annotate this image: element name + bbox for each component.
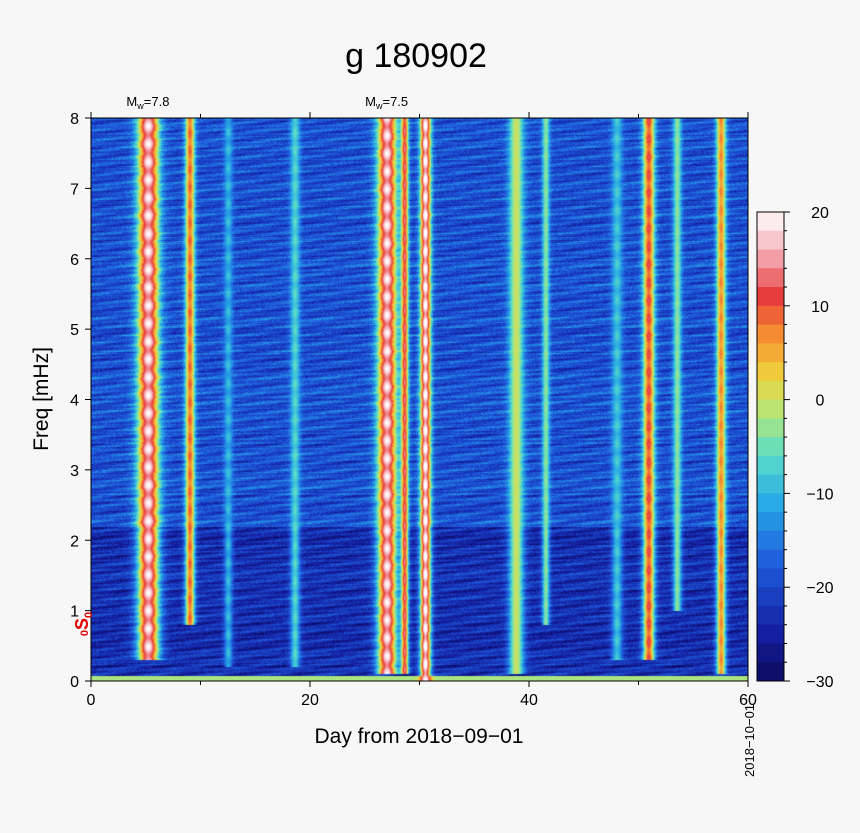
x-tick-label: 40 — [520, 692, 538, 709]
colorbar-segment — [757, 305, 784, 326]
colorbar-segment — [757, 399, 784, 419]
colorbar-tick-label: 20 — [811, 205, 829, 222]
x-axis-label: Day from 2018−09−01 — [315, 725, 524, 748]
colorbar-segment — [757, 605, 784, 626]
y-tick-label: 2 — [70, 533, 79, 550]
colorbar-segment — [757, 230, 784, 251]
y-tick-label: 3 — [70, 463, 79, 480]
colorbar-segment — [757, 474, 784, 494]
chart-title: g 180902 — [345, 37, 487, 75]
colorbar-segment — [757, 455, 784, 476]
x-tick-label: 20 — [301, 692, 319, 709]
heatmap-plot-area — [91, 118, 748, 681]
colorbar-tick-label: 0 — [816, 393, 825, 410]
axis-ticks: 0 20 40 60 0 1 2 3 4 5 6 7 8 — [70, 111, 757, 709]
x-tick-label: 0 — [87, 692, 96, 709]
mode-label: 0S0 — [72, 612, 95, 636]
colorbar-segment — [757, 662, 784, 682]
colorbar-segment — [757, 549, 784, 569]
end-date-label: 2018−10−01 — [742, 704, 757, 777]
colorbar-segment — [757, 493, 784, 513]
y-tick-label: 8 — [70, 111, 79, 128]
colorbar-segment — [757, 624, 784, 644]
event-label: Mw=7.8 — [126, 94, 169, 111]
colorbar-segment — [757, 568, 784, 588]
x-tick-label: 60 — [739, 692, 757, 709]
colorbar-segment — [757, 380, 784, 401]
event-label: Mw=7.5 — [365, 94, 408, 111]
colorbar-segment — [757, 287, 784, 307]
colorbar-segment — [757, 268, 784, 288]
colorbar-segment — [757, 343, 784, 363]
colorbar-segment — [757, 249, 784, 269]
colorbar-frame — [756, 211, 785, 682]
colorbar-segment — [757, 643, 784, 663]
colorbar-tick-label: −10 — [806, 486, 833, 503]
colorbar — [756, 211, 785, 682]
colorbar-tick-label: −20 — [806, 580, 833, 597]
colorbar-segment — [757, 587, 784, 607]
colorbar-tick-label: 10 — [811, 299, 829, 316]
y-axis-label: Freq [mHz] — [30, 347, 53, 451]
colorbar-segment — [757, 512, 784, 532]
y-tick-label: 4 — [70, 393, 79, 410]
colorbar-ticks: 20 10 0 −10 −20 −30 — [784, 205, 834, 691]
colorbar-segment — [757, 418, 784, 438]
colorbar-segment — [757, 437, 784, 457]
event-markers: Mw=7.8 Mw=7.5 — [126, 94, 408, 111]
colorbar-segment — [757, 530, 784, 551]
y-tick-label: 0 — [70, 674, 79, 691]
y-tick-label: 6 — [70, 252, 79, 269]
y-tick-label: 1 — [70, 604, 79, 621]
colorbar-segment — [757, 212, 784, 232]
colorbar-tick-label: −30 — [806, 674, 833, 691]
y-tick-label: 7 — [70, 181, 79, 198]
colorbar-segment — [757, 324, 784, 344]
y-tick-label: 5 — [70, 322, 79, 339]
colorbar-segment — [757, 362, 784, 382]
